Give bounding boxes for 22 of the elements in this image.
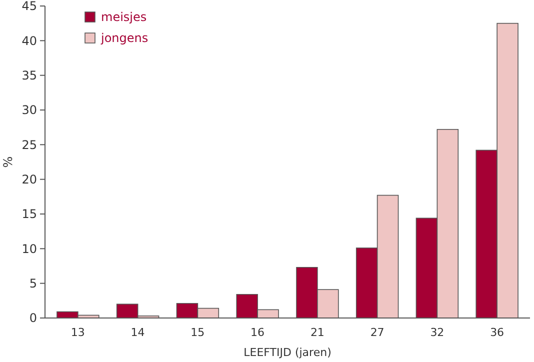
- y-tick-label: 5: [29, 276, 37, 291]
- x-axis-title: LEEFTIJD (jaren): [244, 346, 332, 359]
- y-tick-label: 40: [22, 34, 37, 48]
- y-tick-label: 10: [22, 242, 37, 256]
- x-tick-label: 36: [490, 326, 504, 339]
- x-tick-label: 14: [130, 326, 145, 339]
- y-tick-label: 15: [22, 207, 37, 222]
- y-tick-label: 30: [22, 103, 37, 118]
- x-tick-label: 32: [430, 326, 444, 339]
- legend-label: jongens: [100, 31, 148, 46]
- y-tick-label: 45: [22, 0, 37, 14]
- y-axis-title: %: [1, 156, 15, 168]
- x-tick-label: 21: [310, 326, 324, 339]
- x-tick-label: 13: [70, 326, 85, 339]
- x-tick-label: 27: [370, 326, 384, 339]
- x-tick-label: 16: [250, 326, 265, 339]
- y-tick-label: 0: [29, 311, 37, 326]
- x-tick-label: 15: [190, 326, 205, 339]
- y-tick-label: 35: [22, 68, 37, 83]
- legend-label: meisjes: [101, 10, 147, 24]
- y-tick-label: 20: [22, 172, 37, 187]
- y-tick-label: 25: [22, 138, 37, 152]
